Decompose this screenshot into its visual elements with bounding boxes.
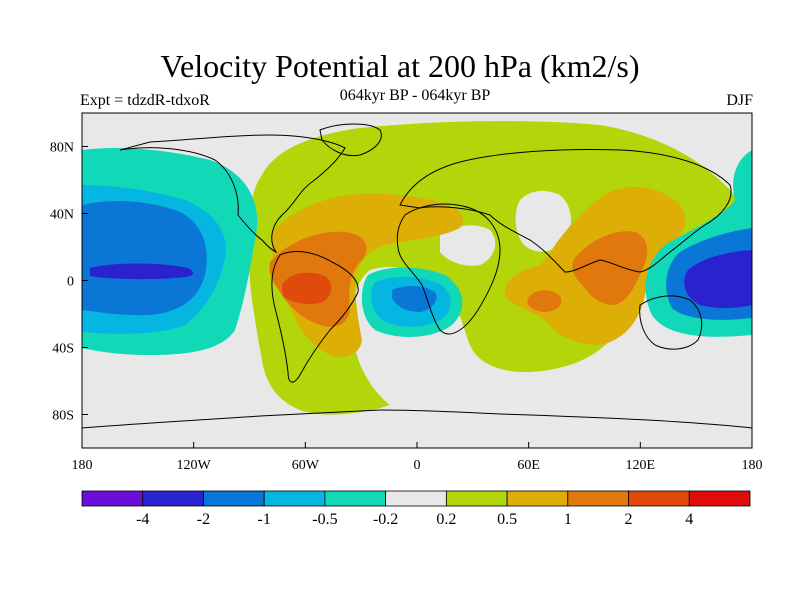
coast-north-america bbox=[119, 134, 346, 254]
coast-australia bbox=[639, 295, 703, 350]
colorbar-swatch bbox=[688, 490, 751, 507]
colorbar-swatch bbox=[385, 490, 447, 507]
lon-tick-label: 180 bbox=[742, 458, 763, 473]
season-label: DJF bbox=[726, 92, 753, 109]
colorbar-label: -2 bbox=[197, 511, 210, 528]
coast-europe-africa bbox=[396, 203, 501, 335]
colorbar-label: 4 bbox=[685, 511, 693, 528]
coast-greenland bbox=[319, 123, 382, 157]
negative-region-pacific-inner bbox=[82, 200, 207, 316]
colorbar-label: -1 bbox=[258, 511, 271, 528]
neutral-hole-eurasia bbox=[515, 190, 572, 252]
lat-tick-label: 80S bbox=[52, 409, 74, 424]
lat-tick-label: 40N bbox=[50, 208, 74, 223]
colorbar-label: 1 bbox=[564, 511, 572, 528]
negative-core-westpacific bbox=[684, 250, 752, 309]
colorbar-swatch bbox=[203, 490, 265, 507]
colorbar-swatch bbox=[567, 490, 629, 507]
colorbar-swatch bbox=[263, 490, 326, 507]
experiment-label: Expt = tdzdR-tdxoR bbox=[80, 92, 210, 109]
period-label: 064kyr BP - 064kyr BP bbox=[339, 87, 491, 104]
neutral-incursion-africa bbox=[440, 225, 496, 266]
lon-tick-label: 120E bbox=[626, 458, 656, 473]
positive-core-asia bbox=[572, 231, 648, 305]
lon-tick-label: 120W bbox=[177, 458, 212, 473]
colorbar-label: 0.5 bbox=[497, 511, 517, 528]
positive-max-amazon bbox=[282, 272, 332, 305]
coast-south-america bbox=[271, 251, 359, 383]
colorbar-label: 2 bbox=[625, 511, 633, 528]
contour-fill-layer bbox=[82, 113, 752, 448]
coast-eurasia bbox=[399, 149, 732, 273]
negative-core-pacific bbox=[90, 263, 194, 280]
positive-core-indian bbox=[527, 290, 562, 312]
lat-tick-label: 40S bbox=[52, 342, 74, 357]
lon-tick-label: 0 bbox=[414, 458, 421, 473]
colorbar-swatch bbox=[324, 490, 387, 507]
colorbar-swatch bbox=[506, 490, 569, 507]
lat-tick-label: 80N bbox=[50, 141, 74, 156]
latitude-axis: 80N 40N 0 40S 80S bbox=[50, 141, 88, 424]
coastlines bbox=[82, 123, 752, 429]
colorbar: -4 -2 -1 -0.5 -0.2 0.2 0.5 1 2 4 bbox=[81, 490, 751, 528]
colorbar-label: -4 bbox=[136, 511, 149, 528]
colorbar-swatch bbox=[142, 490, 204, 507]
longitude-axis: 180 120W 60W 0 60E 120E 180 bbox=[72, 442, 763, 473]
colorbar-label: 0.2 bbox=[436, 511, 456, 528]
coast-antarctica bbox=[82, 409, 752, 429]
colorbar-swatch bbox=[445, 490, 508, 507]
colorbar-swatch bbox=[628, 490, 690, 507]
map-title: Velocity Potential at 200 hPa (km2/s) bbox=[160, 48, 640, 84]
colorbar-label: -0.5 bbox=[312, 511, 337, 528]
lat-tick-label: 0 bbox=[67, 275, 74, 290]
lon-tick-label: 180 bbox=[72, 458, 93, 473]
lon-tick-label: 60W bbox=[292, 458, 320, 473]
lon-tick-label: 60E bbox=[517, 458, 540, 473]
colorbar-label: -0.2 bbox=[373, 511, 398, 528]
colorbar-swatch bbox=[81, 490, 144, 507]
negative-core-atlantic bbox=[392, 286, 437, 312]
